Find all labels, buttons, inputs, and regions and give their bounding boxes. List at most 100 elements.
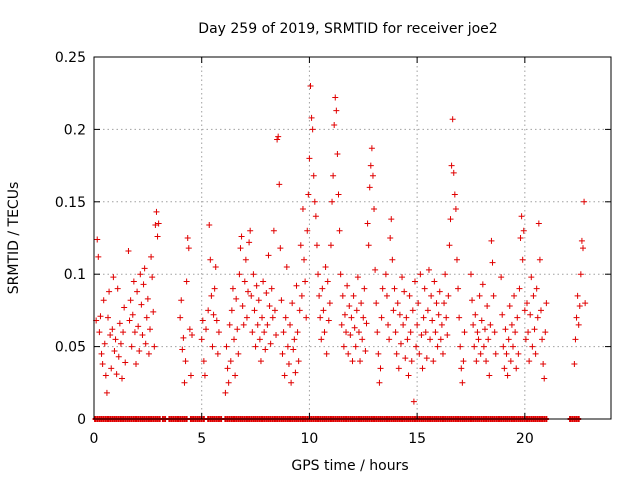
data-point (360, 314, 367, 321)
data-point (215, 329, 222, 336)
data-point (282, 314, 289, 321)
data-point (457, 343, 464, 350)
data-point (439, 350, 446, 357)
data-point (267, 340, 274, 347)
x-axis-label: GPS time / hours (291, 458, 408, 474)
data-point (336, 227, 343, 234)
data-point (112, 336, 119, 343)
data-point (120, 329, 127, 336)
data-point (341, 311, 348, 318)
data-point (246, 239, 253, 246)
data-point (237, 245, 244, 252)
data-point (185, 245, 192, 252)
data-point (305, 191, 312, 198)
data-point (145, 350, 152, 357)
data-point (135, 323, 142, 330)
data-point (277, 245, 284, 252)
x-tick-label: 0 (90, 431, 99, 447)
data-point (335, 191, 342, 198)
data-point (574, 292, 581, 299)
data-point (119, 375, 126, 382)
data-point (131, 329, 138, 336)
data-point (346, 303, 353, 310)
data-point (354, 274, 361, 281)
data-point (449, 116, 456, 123)
data-point (256, 336, 263, 343)
data-point (343, 329, 350, 336)
data-point (397, 340, 404, 347)
data-point (94, 236, 101, 243)
data-point (385, 321, 392, 328)
data-point (130, 278, 137, 285)
data-point (361, 285, 368, 292)
data-point (229, 285, 236, 292)
data-point (395, 365, 402, 372)
data-point (535, 220, 542, 227)
data-point (213, 317, 220, 324)
data-point (479, 281, 486, 288)
data-point (508, 321, 515, 328)
data-point (523, 300, 530, 307)
data-point (451, 191, 458, 198)
data-point (151, 343, 158, 350)
data-point (582, 300, 589, 307)
data-point (198, 336, 205, 343)
data-point (292, 369, 299, 376)
data-point (141, 265, 148, 272)
data-point (427, 336, 434, 343)
data-point (367, 162, 374, 169)
data-point (507, 358, 514, 365)
data-point (519, 256, 526, 263)
data-point (186, 326, 193, 333)
data-point (344, 282, 351, 289)
data-point (276, 181, 283, 188)
data-point (255, 297, 262, 304)
data-point (446, 242, 453, 249)
data-point (311, 198, 318, 205)
data-point (316, 292, 323, 299)
data-point (103, 389, 110, 396)
data-point (250, 271, 257, 278)
data-point (365, 242, 372, 249)
data-point (214, 350, 221, 357)
data-point (101, 340, 108, 347)
data-point (348, 314, 355, 321)
data-point (303, 314, 310, 321)
data-point (447, 216, 454, 223)
data-point (105, 314, 112, 321)
data-point (240, 321, 247, 328)
data-point (96, 329, 103, 336)
data-point (347, 332, 354, 339)
data-point (445, 292, 452, 299)
data-point (394, 300, 401, 307)
data-point (428, 292, 435, 299)
data-point (429, 317, 436, 324)
data-point (453, 256, 460, 263)
data-point (434, 343, 441, 350)
data-point (100, 297, 107, 304)
data-point (269, 314, 276, 321)
data-point (525, 329, 532, 336)
data-point (182, 358, 189, 365)
data-point (513, 365, 520, 372)
data-point (469, 297, 476, 304)
data-point (401, 288, 408, 295)
data-point (400, 321, 407, 328)
data-point (436, 288, 443, 295)
data-point (299, 206, 306, 213)
data-point (110, 274, 117, 281)
data-point (421, 285, 428, 292)
data-point (483, 358, 490, 365)
data-point (301, 256, 308, 263)
data-point (489, 259, 496, 266)
data-point (317, 314, 324, 321)
data-point (320, 307, 327, 314)
data-point (350, 292, 357, 299)
data-point (500, 343, 507, 350)
data-point (205, 307, 212, 314)
data-point (478, 317, 485, 324)
data-point (284, 343, 291, 350)
data-point (248, 292, 255, 299)
data-point (333, 107, 340, 114)
data-point (441, 300, 448, 307)
